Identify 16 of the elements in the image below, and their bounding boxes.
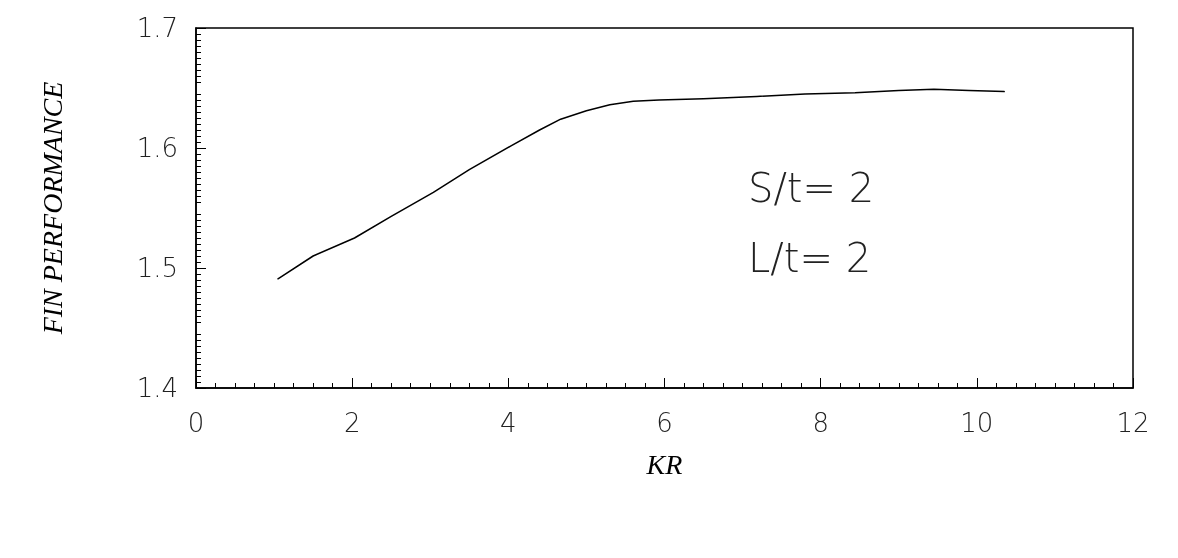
x-tick-label: 0 [187, 408, 205, 438]
x-axis-title: KR [645, 448, 683, 480]
x-tick-label: 12 [1116, 408, 1150, 438]
y-tick-label: 1.6 [136, 133, 178, 163]
line-series [277, 88, 1005, 280]
y-tick-label: 1.4 [136, 373, 178, 403]
annotation: S/t= 2 [748, 165, 875, 211]
y-axis-title: FIN PERFORMANCE [36, 81, 68, 336]
x-tick-label: 10 [960, 408, 994, 438]
annotation: L/t= 2 [748, 235, 872, 281]
x-tick-label: 2 [343, 408, 361, 438]
x-tick-label: 6 [656, 408, 673, 438]
y-tick-label: 1.7 [136, 13, 178, 43]
y-tick-label: 1.5 [136, 253, 178, 283]
x-tick-label: 8 [812, 408, 829, 438]
x-tick-label: 4 [500, 408, 517, 438]
